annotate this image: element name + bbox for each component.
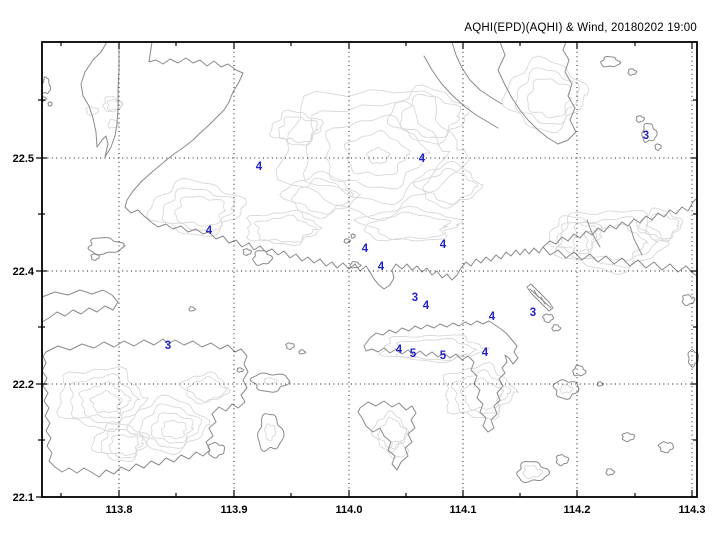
station-value: 4 (489, 311, 496, 323)
y-tick-label: 22.5 (13, 153, 34, 165)
station-value: 4 (396, 344, 403, 356)
x-tick-label: 114.3 (679, 504, 706, 516)
x-tick-label: 114.0 (336, 504, 363, 516)
terrain-contours (56, 55, 684, 479)
station-value: 5 (410, 348, 417, 360)
station-value: 3 (412, 292, 418, 304)
station-value: 4 (482, 347, 489, 359)
station-value: 3 (530, 307, 536, 319)
station-value: 4 (423, 300, 430, 312)
station-value: 4 (362, 243, 369, 255)
x-tick-label: 113.9 (221, 504, 248, 516)
axis-labels: 113.8 113.9 114.0 114.1 114.2 114.3 22.5 22.4 22… (13, 153, 706, 516)
station-value: 4 (206, 225, 213, 237)
station-value: 4 (256, 161, 263, 173)
map-title: AQHI(EPD)(AQHI) & Wind, 20180202 19:00 (464, 22, 697, 34)
x-tick-label: 114.2 (564, 504, 591, 516)
station-value: 4 (440, 239, 447, 251)
coastlines (41, 41, 699, 484)
station-value: 4 (419, 153, 426, 165)
station-value: 5 (440, 350, 447, 362)
y-tick-label: 22.1 (13, 492, 34, 504)
plot-frame (36, 41, 698, 498)
station-value: 3 (165, 340, 171, 352)
station-value: 4 (378, 261, 385, 273)
x-tick-label: 114.1 (450, 504, 477, 516)
y-tick-label: 22.2 (13, 379, 34, 391)
x-tick-label: 113.8 (106, 504, 133, 516)
station-value: 3 (643, 130, 649, 142)
gridlines (43, 43, 696, 496)
y-tick-label: 22.4 (13, 266, 35, 278)
